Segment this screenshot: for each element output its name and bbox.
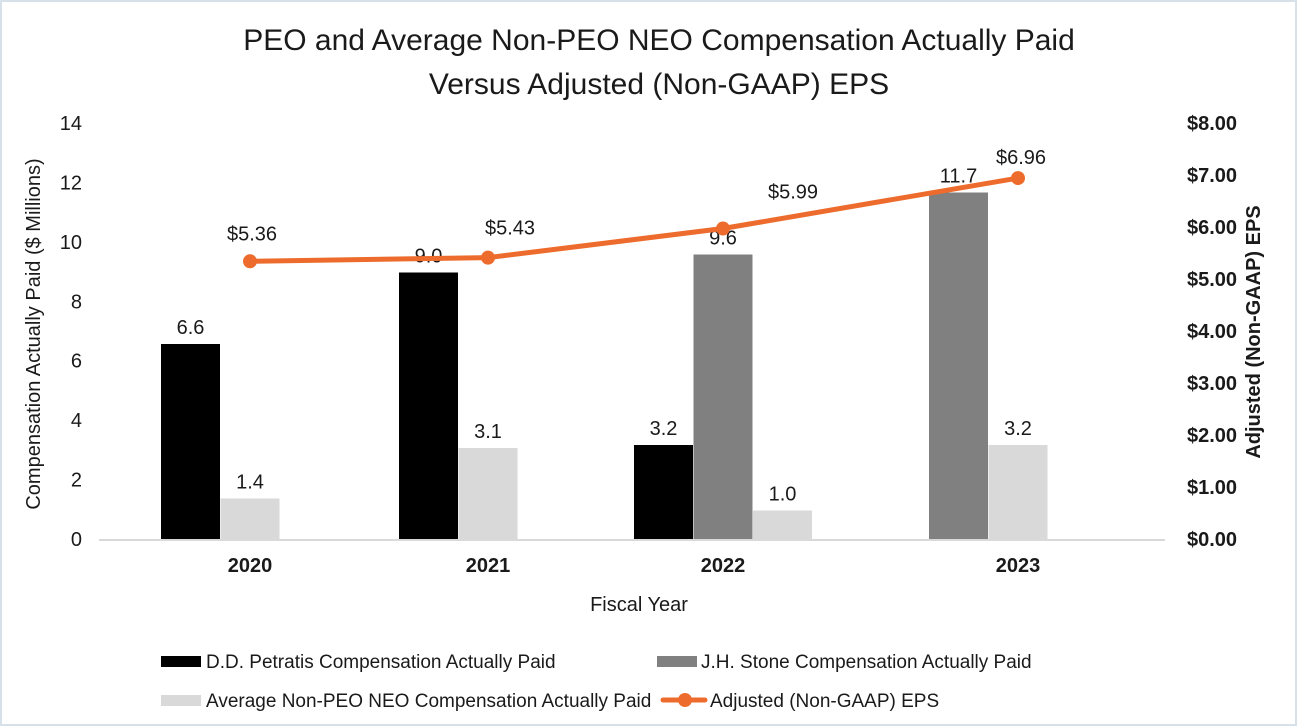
bar-petratis-2022 [634, 444, 693, 539]
left-axis-tick-4: 4 [71, 410, 82, 432]
legend-label-eps: Adjusted (Non-GAAP) EPS [710, 691, 939, 712]
legend-swatch-petratis [161, 656, 201, 667]
right-axis-tick-$4.00: $4.00 [1187, 321, 1237, 343]
right-axis-tick-$5.00: $5.00 [1187, 269, 1237, 291]
left-axis-tick-0: 0 [71, 529, 82, 551]
bar-average-2022 [753, 510, 812, 539]
left-axis-tick-14: 14 [60, 113, 82, 135]
bar-label-stone-2023: 11.7 [940, 165, 977, 187]
x-axis-title: Fiscal Year [590, 594, 688, 616]
legend-swatch-stone [657, 656, 697, 667]
eps-marker-2023 [1011, 171, 1025, 186]
bar-label-stone-2022: 9.6 [709, 228, 737, 250]
left-axis-tick-2: 2 [71, 470, 82, 492]
right-axis-tick-$8.00: $8.00 [1187, 113, 1237, 135]
bar-stone-2023 [929, 192, 988, 540]
bar-label-average-2022: 1.0 [769, 483, 797, 505]
right-axis-tick-$1.00: $1.00 [1187, 477, 1237, 499]
right-axis-tick-$6.00: $6.00 [1187, 217, 1237, 239]
x-axis-label-2022: 2022 [701, 555, 746, 577]
bar-average-2021 [458, 447, 518, 539]
left-axis-tick-10: 10 [60, 232, 82, 254]
eps-label-2021: $5.43 [485, 218, 535, 240]
bar-stone-2022 [693, 254, 753, 539]
left-axis-title: Compensation Actually Paid ($ Millions) [23, 158, 45, 509]
eps-line [247, 175, 1021, 264]
right-axis-tick-$3.00: $3.00 [1187, 373, 1237, 395]
x-axis-label-2020: 2020 [228, 555, 273, 577]
bar-label-petratis-2022: 3.2 [650, 418, 678, 440]
legend-label-petratis: D.D. Petratis Compensation Actually Paid [206, 652, 556, 673]
right-axis-tick-$0.00: $0.00 [1187, 529, 1237, 551]
legend-marker-eps [678, 693, 692, 707]
chart-title-line-2: Versus Adjusted (Non-GAAP) EPS [429, 68, 889, 101]
eps-marker-2021 [481, 250, 495, 265]
right-axis-tick-$2.00: $2.00 [1187, 425, 1237, 447]
legend-label-stone: J.H. Stone Compensation Actually Paid [701, 652, 1032, 673]
legend-label-average: Average Non-PEO NEO Compensation Actuall… [206, 691, 651, 712]
eps-marker-2020 [243, 254, 257, 269]
chart-title-line-1: PEO and Average Non-PEO NEO Compensation… [243, 24, 1075, 57]
bar-average-2023 [988, 444, 1048, 539]
bar-label-average-2020: 1.4 [236, 471, 264, 493]
right-axis-tick-$7.00: $7.00 [1187, 165, 1237, 187]
left-axis-tick-6: 6 [71, 351, 82, 373]
x-axis-label-2021: 2021 [466, 555, 511, 577]
right-axis-title: Adjusted (Non-GAAP) EPS [1243, 205, 1265, 458]
left-axis-tick-12: 12 [60, 172, 82, 194]
eps-marker-2022 [716, 221, 730, 236]
bar-label-average-2021: 3.1 [474, 421, 502, 443]
eps-label-2022: $5.99 [768, 182, 818, 204]
eps-label-2023: $6.96 [996, 147, 1046, 169]
left-axis-tick-8: 8 [71, 291, 82, 313]
bar-label-petratis-2020: 6.6 [177, 317, 205, 339]
bar-petratis-2020 [161, 343, 220, 539]
bar-petratis-2021 [399, 272, 458, 539]
eps-label-2020: $5.36 [227, 223, 277, 245]
bar-average-2020 [220, 498, 280, 539]
legend-swatch-average [161, 695, 201, 706]
bar-label-average-2023: 3.2 [1004, 418, 1032, 440]
x-axis-label-2023: 2023 [996, 555, 1041, 577]
